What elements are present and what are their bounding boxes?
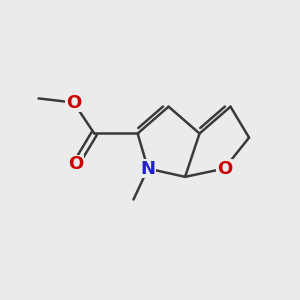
Text: O: O (217, 160, 232, 178)
Text: O: O (66, 94, 81, 112)
Text: O: O (68, 155, 83, 173)
Text: N: N (140, 160, 155, 178)
